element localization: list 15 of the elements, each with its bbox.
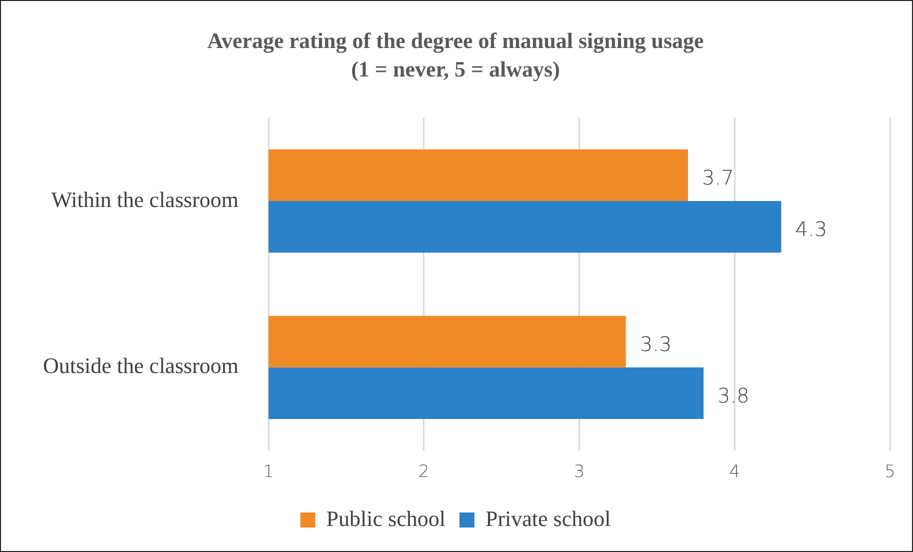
chart-title: Average rating of the degree of manual signing usage: [207, 28, 704, 53]
chart-subtitle: (1 = never, 5 = always): [351, 56, 560, 82]
x-tick-label: 1: [263, 462, 274, 482]
data-label: 3.8: [718, 383, 750, 408]
data-label: 3.7: [702, 165, 734, 190]
x-tick-label: 2: [418, 462, 430, 482]
data-label: 3.3: [640, 332, 672, 356]
x-tick-label: 4: [729, 462, 740, 482]
data-label: 4.3: [795, 216, 828, 241]
y-tick-label: Outside the classroom: [42, 353, 239, 378]
x-tick-label: 5: [884, 462, 896, 482]
y-tick-label: Within the classroom: [51, 186, 239, 212]
legend-label: Public school: [326, 506, 446, 531]
legend-label: Private school: [485, 506, 611, 531]
x-tick-label: 3: [574, 462, 585, 482]
